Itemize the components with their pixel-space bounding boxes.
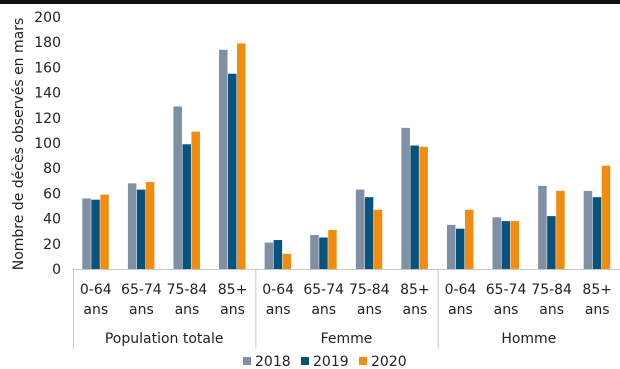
x-tick-label: ans bbox=[266, 302, 291, 318]
top-rule bbox=[0, 0, 620, 4]
bar-2019 bbox=[364, 197, 374, 269]
x-axis: 0-64 ans 65-74 ans 75-84 ans 85+ ans 0-64 ans 65-7… bbox=[73, 269, 620, 349]
y-axis-ticks: 0 20 40 60 80 100 120 140 160 180 200 bbox=[34, 10, 61, 278]
x-tick-label: ans bbox=[539, 302, 564, 318]
y-tick-label: 140 bbox=[34, 86, 61, 102]
bar-2018 bbox=[401, 127, 410, 269]
y-tick-label: 20 bbox=[43, 237, 61, 253]
y-tick-label: 80 bbox=[43, 161, 61, 177]
x-tick-label: 0-64 bbox=[262, 282, 294, 298]
bar-2019 bbox=[91, 199, 100, 269]
bar-2020 bbox=[145, 182, 155, 269]
y-tick-label: 160 bbox=[34, 60, 61, 76]
bar-2019 bbox=[501, 221, 511, 269]
x-tick-label: ans bbox=[585, 302, 610, 318]
x-tick-label: ans bbox=[220, 302, 245, 318]
bar-2020 bbox=[510, 221, 520, 269]
bars bbox=[82, 43, 611, 270]
bar-2018 bbox=[264, 242, 274, 269]
x-tick-label: ans bbox=[175, 302, 200, 318]
bar-2020 bbox=[282, 253, 292, 269]
bar-2019 bbox=[273, 240, 283, 269]
x-tick-label: 75-84 bbox=[167, 282, 208, 298]
y-tick-label: 200 bbox=[34, 10, 61, 26]
bar-2019 bbox=[592, 197, 602, 269]
bar-2020 bbox=[328, 229, 337, 269]
x-tick-label: 75-84 bbox=[531, 282, 572, 298]
bar-2019 bbox=[455, 228, 465, 269]
bar-2020 bbox=[419, 146, 428, 269]
y-axis-label: Nombre de décès observés en mars bbox=[11, 18, 27, 271]
legend: 2018 2019 2020 bbox=[243, 354, 407, 369]
legend-swatch bbox=[301, 357, 309, 365]
legend-label: 2018 bbox=[255, 354, 291, 369]
bar-2020 bbox=[601, 165, 611, 269]
y-tick-label: 40 bbox=[43, 212, 61, 228]
bar-2019 bbox=[410, 145, 419, 269]
x-tick-label: ans bbox=[357, 302, 382, 318]
bar-2020 bbox=[556, 190, 565, 269]
bar-2019 bbox=[182, 144, 191, 269]
x-tick-label: 65-74 bbox=[486, 282, 527, 298]
y-tick-label: 180 bbox=[34, 35, 61, 51]
x-tick-label: ans bbox=[311, 302, 336, 318]
bar-2018 bbox=[219, 49, 228, 270]
x-tick-label: 85+ bbox=[400, 282, 430, 298]
x-tick-label: 85+ bbox=[582, 282, 612, 298]
bar-2018 bbox=[173, 106, 182, 270]
y-tick-label: 120 bbox=[34, 111, 61, 127]
x-tick-label: ans bbox=[448, 302, 473, 318]
bar-2018 bbox=[538, 185, 547, 269]
bar-2020 bbox=[100, 194, 109, 269]
group-label: Homme bbox=[501, 331, 556, 347]
x-tick-label: ans bbox=[83, 302, 108, 318]
bar-2020 bbox=[373, 209, 383, 269]
bar-2018 bbox=[310, 234, 319, 269]
bar-2020 bbox=[191, 131, 200, 269]
bar-2020 bbox=[237, 43, 246, 270]
x-tick-label: 85+ bbox=[218, 282, 248, 298]
bar-2019 bbox=[319, 237, 328, 269]
y-tick-label: 100 bbox=[34, 136, 61, 152]
bar-2018 bbox=[82, 198, 91, 269]
bar-2019 bbox=[136, 189, 146, 269]
y-tick-label: 60 bbox=[43, 186, 61, 202]
bar-2019 bbox=[547, 216, 556, 269]
bar-2018 bbox=[446, 224, 456, 269]
legend-swatch bbox=[359, 357, 367, 365]
x-tick-label: 0-64 bbox=[445, 282, 477, 298]
bar-2020 bbox=[464, 209, 474, 269]
legend-label: 2019 bbox=[313, 354, 349, 369]
x-tick-label: 75-84 bbox=[349, 282, 390, 298]
legend-label: 2020 bbox=[371, 354, 407, 369]
x-tick-label: ans bbox=[494, 302, 519, 318]
x-tick-label: 0-64 bbox=[80, 282, 112, 298]
bar-2018 bbox=[492, 217, 502, 269]
group-label: Population totale bbox=[105, 331, 224, 347]
x-tick-label: ans bbox=[403, 302, 428, 318]
legend-swatch bbox=[243, 357, 251, 365]
x-tick-label: ans bbox=[129, 302, 154, 318]
group-label: Femme bbox=[321, 331, 373, 347]
bar-2018 bbox=[355, 189, 365, 269]
bar-2018 bbox=[127, 183, 137, 269]
bar-2019 bbox=[228, 73, 237, 269]
y-tick-label: 0 bbox=[52, 262, 61, 278]
bar-2018 bbox=[583, 190, 593, 269]
x-tick-label: 65-74 bbox=[121, 282, 162, 298]
x-tick-label: 65-74 bbox=[303, 282, 344, 298]
